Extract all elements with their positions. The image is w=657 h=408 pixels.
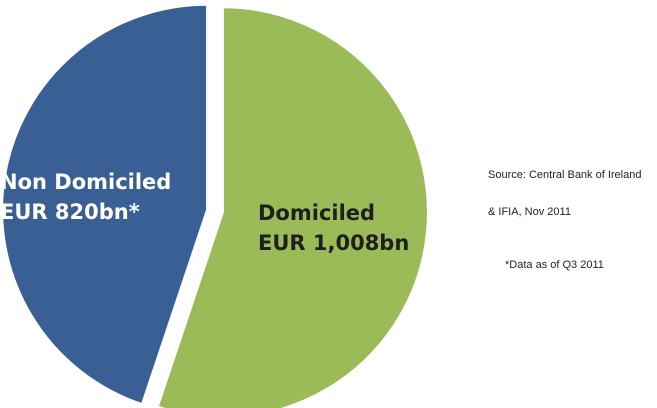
source-note-continued: & IFIA, Nov 2011 (488, 206, 571, 218)
slice-label-non-domiciled-value: EUR 820bn* (0, 200, 140, 224)
slice-label-domiciled: Domiciled EUR 1,008bn (258, 198, 409, 258)
slice-label-non-domiciled: Non Domiciled EUR 820bn* (0, 167, 171, 227)
data-date-footnote: *Data as of Q3 2011 (505, 259, 604, 271)
source-note: Source: Central Bank of Ireland (488, 169, 642, 181)
slice-label-domiciled-name: Domiciled (258, 201, 376, 225)
slice-label-domiciled-value: EUR 1,008bn (258, 231, 410, 255)
slice-label-non-domiciled-name: Non Domiciled (0, 170, 172, 194)
pie-slice-domiciled (156, 6, 429, 408)
pie-slice-non-domiciled (1, 3, 209, 406)
